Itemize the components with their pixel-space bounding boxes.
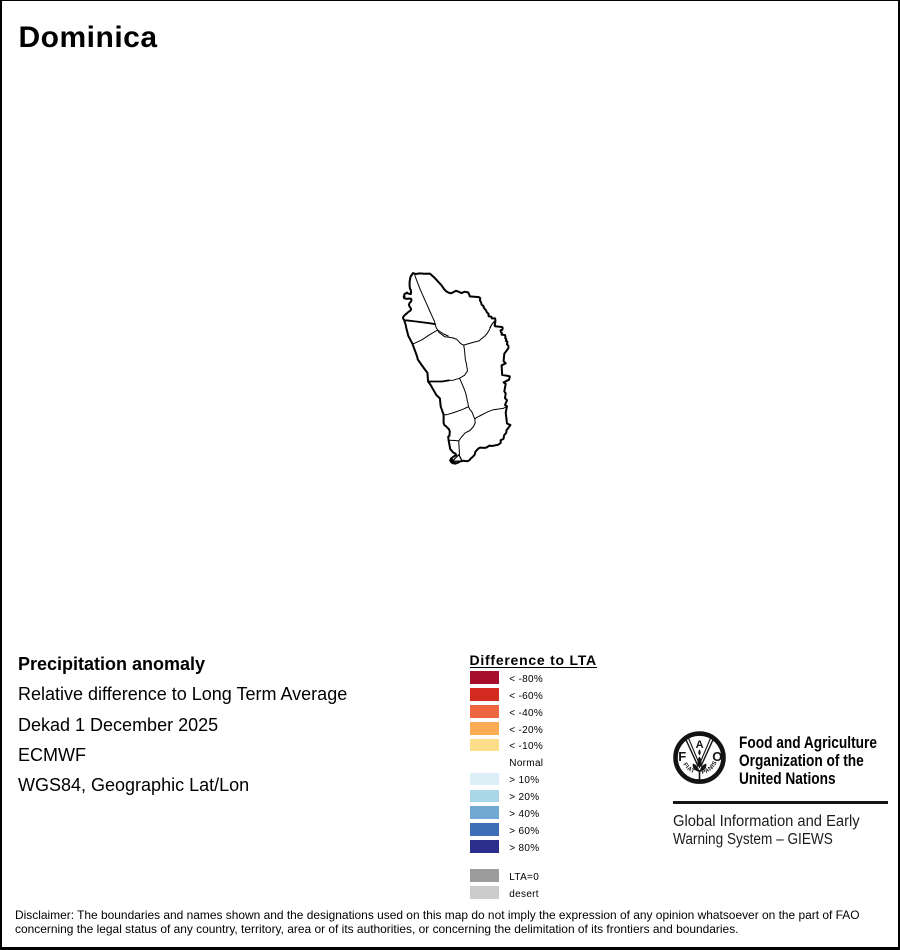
svg-text:A: A (696, 739, 704, 751)
svg-text:O: O (712, 749, 722, 764)
svg-text:F: F (678, 749, 686, 764)
